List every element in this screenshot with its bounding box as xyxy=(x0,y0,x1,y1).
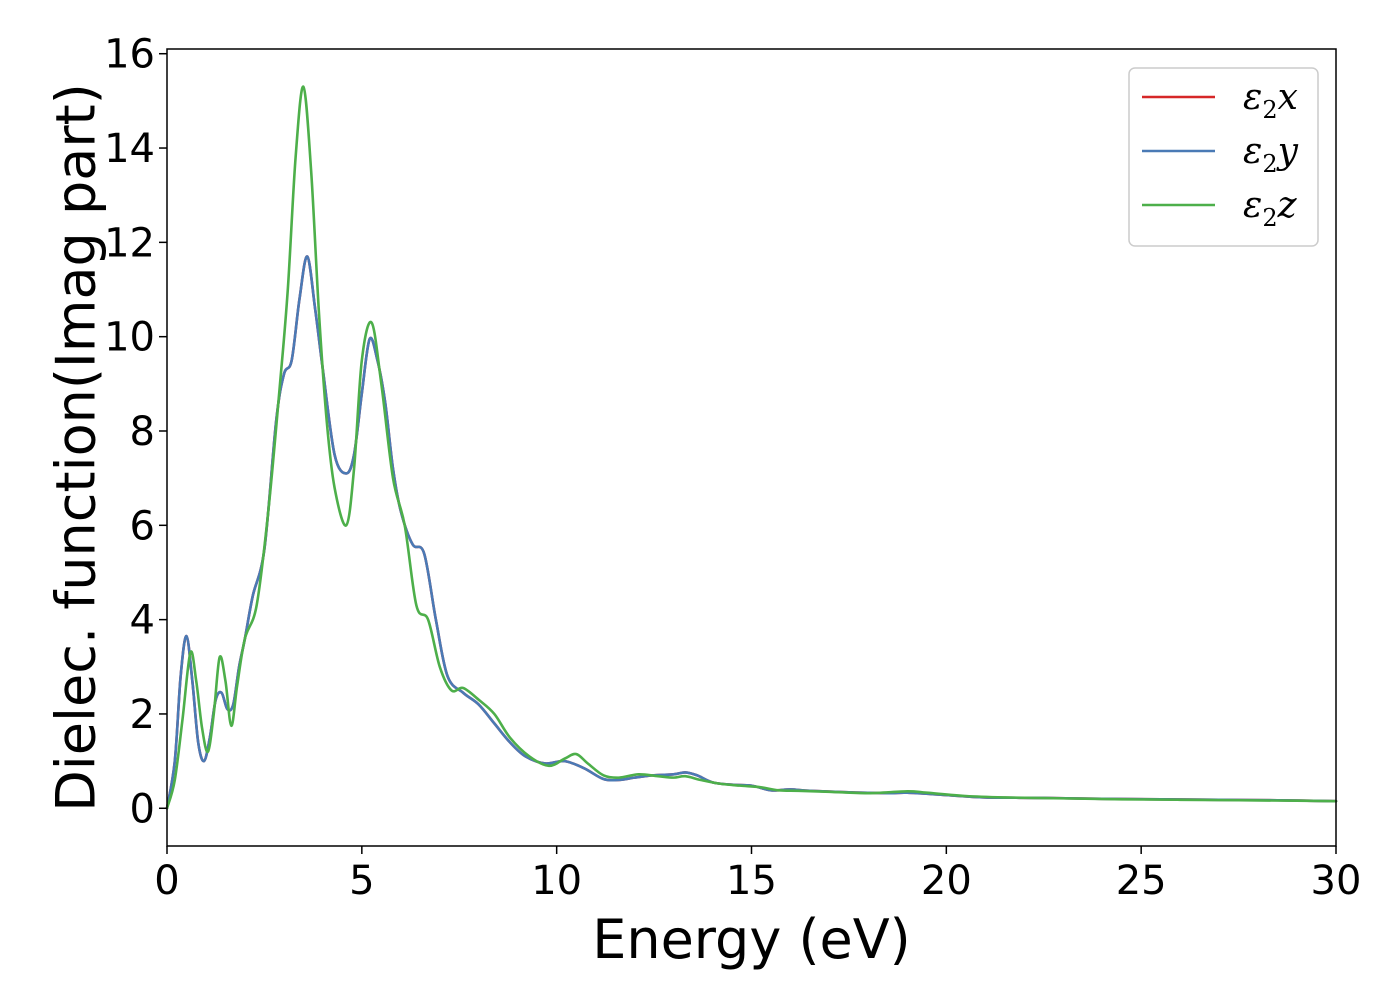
y-tick-label: 2 xyxy=(130,692,155,738)
y-axis-label: Dielec. function(Imag part) xyxy=(45,83,108,812)
series-layer xyxy=(165,85,1338,810)
y-tick-label: 8 xyxy=(130,409,155,455)
legend-label: ε2y xyxy=(1243,131,1299,178)
y-tick-label: 16 xyxy=(104,32,155,78)
x-axis: 0 5 10 15 20 25 30 xyxy=(154,846,1361,904)
y-tick-label: 14 xyxy=(104,126,155,172)
x-tick-label: 15 xyxy=(726,858,777,904)
y-tick-label: 12 xyxy=(104,220,155,266)
x-tick-label: 0 xyxy=(154,858,179,904)
x-tick-label: 25 xyxy=(1116,858,1167,904)
legend: ε2x ε2y ε2z xyxy=(1128,67,1319,247)
legend-frame xyxy=(1128,67,1319,247)
series-e2z-line xyxy=(165,85,1338,810)
y-tick-label: 0 xyxy=(130,786,155,832)
y-tick-label: 6 xyxy=(130,503,155,549)
x-tick-label: 5 xyxy=(349,858,374,904)
legend-label: ε2z xyxy=(1243,185,1298,232)
series-e2y-line xyxy=(165,255,1338,810)
x-tick-label: 20 xyxy=(921,858,972,904)
x-tick-label: 10 xyxy=(531,858,582,904)
x-tick-label: 30 xyxy=(1311,858,1362,904)
legend-label: ε2x xyxy=(1243,77,1298,124)
y-tick-label: 4 xyxy=(130,598,155,644)
y-tick-label: 10 xyxy=(104,315,155,361)
x-axis-label: Energy (eV) xyxy=(592,908,911,971)
y-axis: 0 2 4 6 8 10 12 14 16 xyxy=(104,32,167,832)
series-e2x-line xyxy=(165,255,1338,810)
